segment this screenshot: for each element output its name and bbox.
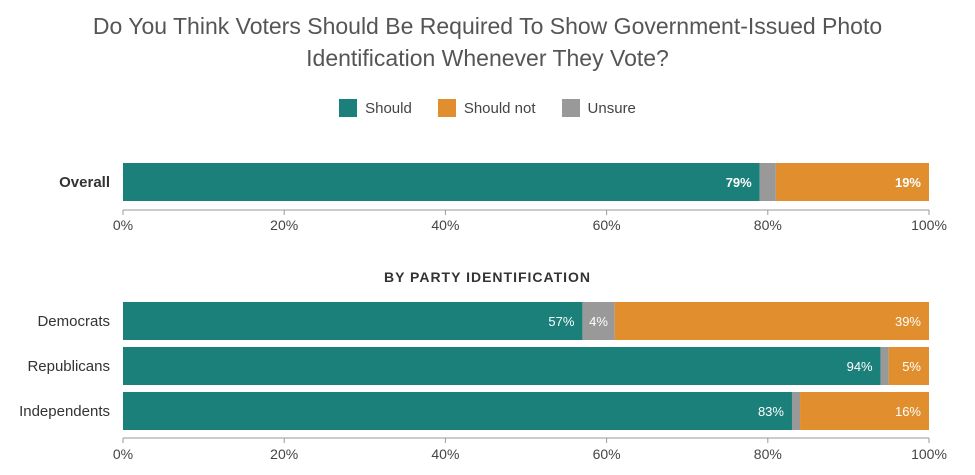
data-label-republicans-should: 94% bbox=[847, 359, 873, 374]
bar-republicans-should-not bbox=[888, 347, 929, 385]
data-label-democrats-should: 57% bbox=[548, 314, 574, 329]
legend: Should Should not Unsure bbox=[0, 99, 975, 117]
x-tick-label-overall-2: 40% bbox=[431, 217, 459, 233]
legend-item-unsure: Unsure bbox=[561, 99, 636, 117]
x-tick-label-party-0: 0% bbox=[113, 446, 133, 462]
title-line-2: Identification Whenever They Vote? bbox=[306, 45, 669, 71]
legend-swatch-unsure bbox=[561, 99, 580, 117]
legend-item-should-not: Should not bbox=[437, 99, 536, 117]
x-tick-label-overall-4: 80% bbox=[754, 217, 782, 233]
data-label-democrats-unsure: 4% bbox=[589, 314, 608, 329]
x-tick-label-overall-1: 20% bbox=[270, 217, 298, 233]
bar-democrats-should-not bbox=[614, 302, 929, 340]
data-label-republicans-should-not: 5% bbox=[902, 359, 921, 374]
data-label-overall-should: 79% bbox=[726, 175, 752, 190]
chart-title: Do You Think Voters Should Be Required T… bbox=[0, 10, 975, 74]
category-label-democrats: Democrats bbox=[37, 313, 110, 330]
title-line-1: Do You Think Voters Should Be Required T… bbox=[92, 13, 883, 39]
category-label-overall: Overall bbox=[59, 174, 110, 191]
bar-overall-should-not bbox=[775, 163, 929, 201]
x-tick-label-party-3: 60% bbox=[593, 446, 621, 462]
legend-label-should-not: Should not bbox=[463, 99, 536, 117]
x-tick-label-overall-3: 60% bbox=[593, 217, 621, 233]
bar-democrats-unsure bbox=[582, 302, 615, 340]
legend-item-should: Should bbox=[339, 99, 412, 117]
data-label-democrats-should-not: 39% bbox=[895, 314, 921, 329]
category-label-republicans: Republicans bbox=[27, 358, 110, 375]
x-tick-label-party-1: 20% bbox=[270, 446, 298, 462]
data-label-independents-should: 83% bbox=[758, 404, 784, 419]
category-label-independents: Independents bbox=[19, 403, 110, 420]
bar-independents-unsure bbox=[791, 392, 801, 430]
bar-overall-should bbox=[123, 163, 760, 201]
x-tick-label-overall-0: 0% bbox=[113, 217, 133, 233]
x-tick-label-overall-5: 100% bbox=[911, 217, 947, 233]
legend-label-should: Should bbox=[365, 99, 412, 117]
legend-label-unsure: Unsure bbox=[587, 99, 636, 117]
bar-republicans-should bbox=[123, 347, 881, 385]
legend-swatch-should-not bbox=[437, 99, 456, 117]
x-tick-label-party-4: 80% bbox=[754, 446, 782, 462]
x-tick-label-party-2: 40% bbox=[431, 446, 459, 462]
x-tick-label-party-5: 100% bbox=[911, 446, 947, 462]
bar-overall-unsure bbox=[759, 163, 776, 201]
bar-independents-should bbox=[123, 392, 792, 430]
legend-swatch-should bbox=[339, 99, 358, 117]
data-label-independents-should-not: 16% bbox=[895, 404, 921, 419]
bar-democrats-should bbox=[123, 302, 583, 340]
bar-republicans-unsure bbox=[880, 347, 889, 385]
section-title: BY PARTY IDENTIFICATION bbox=[383, 269, 592, 285]
data-label-overall-should-not: 19% bbox=[895, 175, 921, 190]
bar-independents-should-not bbox=[800, 392, 929, 430]
